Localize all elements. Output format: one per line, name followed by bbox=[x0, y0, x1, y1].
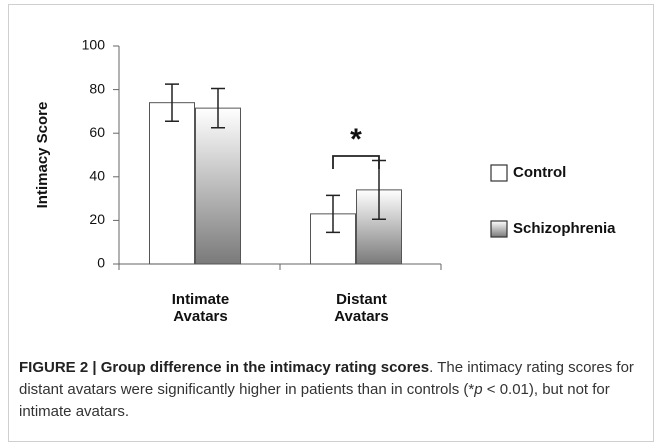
y-tick-label: 0 bbox=[97, 255, 105, 271]
x-tick-label: Intimate Avatars bbox=[172, 291, 230, 325]
caption-text: . The intimacy rating scores for distant… bbox=[19, 359, 634, 398]
chart: Intimacy Score 0 20 40 60 80 100 Intimate Avata… bbox=[34, 37, 616, 325]
caption-text: < 0.01), but not for intimate avatars. bbox=[19, 381, 610, 420]
legend-swatch bbox=[490, 220, 508, 238]
error-bar bbox=[211, 87, 225, 129]
caption-label: FIGURE 2 | Group difference in the intim… bbox=[19, 359, 430, 376]
y-tick-label: 80 bbox=[89, 80, 105, 96]
legend-label: Control bbox=[513, 164, 566, 181]
y-tick-label: 20 bbox=[89, 211, 105, 227]
significance-star: * bbox=[350, 123, 362, 156]
bar bbox=[149, 102, 195, 265]
caption-italic: p bbox=[474, 381, 483, 398]
legend-label: Schizophrenia bbox=[513, 220, 616, 237]
error-bar bbox=[326, 194, 340, 234]
figure: Intimacy Score 0 20 40 60 80 100 Intimate Avata… bbox=[8, 4, 654, 442]
significance-bracket bbox=[332, 155, 380, 169]
y-axis-label: Intimacy Score bbox=[34, 102, 51, 209]
legend-swatch bbox=[490, 164, 508, 182]
y-tick-label: 40 bbox=[89, 168, 105, 184]
bar bbox=[195, 107, 241, 265]
x-tick-label: Distant Avatars bbox=[334, 291, 388, 325]
error-bar bbox=[165, 83, 179, 122]
y-tick-label: 100 bbox=[82, 37, 106, 53]
y-tick-label: 60 bbox=[89, 124, 105, 140]
caption: FIGURE 2 | Group difference in the intim… bbox=[19, 357, 639, 423]
